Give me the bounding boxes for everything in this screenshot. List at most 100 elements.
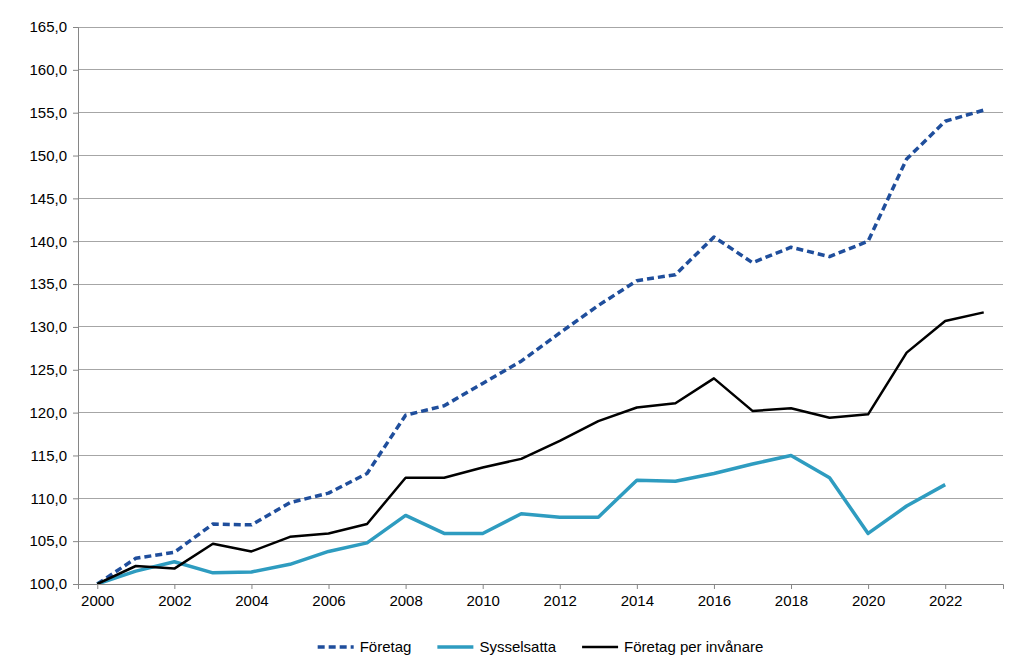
x-tick-label: 2022: [929, 592, 962, 609]
y-tick-mark: [73, 156, 78, 157]
x-tick-label: 2006: [312, 592, 345, 609]
y-tick-label: 120,0: [29, 404, 67, 421]
lines: [97, 110, 983, 584]
x-tick: 2008: [389, 584, 422, 609]
x-tick: 2006: [312, 584, 345, 609]
y-tick: 105,0: [29, 532, 78, 549]
x-tick: 2022: [929, 584, 962, 609]
x-tick-label: 2008: [389, 592, 422, 609]
x-tick: 2012: [544, 584, 577, 609]
legend-item: Företag: [318, 638, 412, 655]
legend-label: Sysselsatta: [479, 638, 556, 655]
y-tick: 145,0: [29, 190, 78, 207]
y-tick-label: 160,0: [29, 61, 67, 78]
x-tick-label: 2014: [621, 592, 654, 609]
series-line: [97, 455, 945, 584]
y-tick-mark: [73, 284, 78, 285]
y-tick: 135,0: [29, 275, 78, 292]
x-tick-label: 2004: [235, 592, 268, 609]
grid-line: [78, 198, 1003, 199]
legend-swatch: [582, 646, 618, 649]
y-tick: 100,0: [29, 575, 78, 592]
y-tick-label: 105,0: [29, 532, 67, 549]
grid-line: [78, 112, 1003, 113]
legend: Företag Sysselsatta Företag per invånare: [318, 638, 764, 655]
y-tick: 125,0: [29, 361, 78, 378]
legend-item: Företag per invånare: [582, 638, 763, 655]
grid-line: [78, 541, 1003, 542]
y-axis-line: [73, 28, 79, 585]
y-tick-label: 155,0: [29, 104, 67, 121]
grid: [78, 27, 1003, 584]
x-tick: 2014: [621, 584, 654, 609]
y-tick-mark: [73, 370, 78, 371]
x-tick-mark: [174, 584, 175, 589]
y-tick-label: 130,0: [29, 318, 67, 335]
y-tick-label: 125,0: [29, 361, 67, 378]
y-axis: 100,0 105,0 110,0 115,0 120,0 125,0 130,0 135,0…: [29, 18, 78, 592]
y-tick-label: 150,0: [29, 147, 67, 164]
y-tick: 140,0: [29, 233, 78, 250]
x-tick-mark: [791, 584, 792, 589]
x-tick-label: 2010: [467, 592, 500, 609]
y-tick-mark: [73, 70, 78, 71]
x-tick-mark: [868, 584, 869, 589]
x-tick-label: 2016: [698, 592, 731, 609]
y-tick: 155,0: [29, 104, 78, 121]
series-line: [97, 312, 983, 584]
y-tick: 130,0: [29, 318, 78, 335]
grid-line: [78, 69, 1003, 70]
x-tick-mark: [329, 584, 330, 589]
x-tick-label: 2018: [775, 592, 808, 609]
grid-line: [78, 155, 1003, 156]
x-tick-mark: [251, 584, 252, 589]
y-tick-mark: [73, 584, 78, 585]
x-tick: 2010: [467, 584, 500, 609]
y-tick-mark: [73, 241, 78, 242]
grid-line: [78, 498, 1003, 499]
x-tick-mark: [406, 584, 407, 589]
x-tick: 2020: [852, 584, 885, 609]
legend-swatch: [318, 645, 354, 649]
x-tick-mark: [483, 584, 484, 589]
y-tick-label: 165,0: [29, 18, 67, 35]
grid-line: [78, 326, 1003, 327]
x-tick-mark: [97, 584, 98, 589]
y-tick-mark: [73, 455, 78, 456]
chart: 100,0 105,0 110,0 115,0 120,0 125,0 130,0 135,0…: [0, 0, 1023, 671]
y-tick-label: 100,0: [29, 575, 67, 592]
x-tick-mark: [560, 584, 561, 589]
x-tick-mark: [714, 584, 715, 589]
y-tick-mark: [73, 113, 78, 114]
grid-line: [78, 27, 1003, 28]
y-tick-mark: [73, 413, 78, 414]
y-tick-mark: [73, 27, 78, 28]
x-axis-line: [79, 585, 1004, 590]
x-tick: 2016: [698, 584, 731, 609]
series-line: [97, 110, 983, 584]
y-tick: 150,0: [29, 147, 78, 164]
grid-line: [78, 455, 1003, 456]
y-tick: 110,0: [31, 490, 78, 507]
y-tick-label: 145,0: [29, 190, 67, 207]
legend-item: Sysselsatta: [437, 638, 556, 655]
y-tick: 115,0: [31, 447, 78, 464]
grid-line: [78, 369, 1003, 370]
x-tick-mark: [637, 584, 638, 589]
y-tick-mark: [73, 327, 78, 328]
x-tick-label: 2000: [81, 592, 114, 609]
x-axis: 2000 2002 2004 2006 2008 2010 2012 2014 2016 2018…: [79, 584, 1004, 609]
legend-label: Företag per invånare: [624, 638, 763, 655]
grid-line: [78, 412, 1003, 413]
y-tick-mark: [73, 541, 78, 542]
x-tick: 2000: [81, 584, 114, 609]
legend-swatch: [437, 645, 473, 649]
grid-line: [78, 284, 1003, 285]
y-tick-label: 115,0: [31, 447, 67, 464]
plot: 100,0 105,0 110,0 115,0 120,0 125,0 130,0 135,0…: [29, 18, 1003, 608]
y-tick: 120,0: [29, 404, 78, 421]
y-tick: 160,0: [29, 61, 78, 78]
x-tick: 2002: [158, 584, 191, 609]
y-tick-label: 135,0: [29, 275, 67, 292]
x-tick: 2004: [235, 584, 268, 609]
